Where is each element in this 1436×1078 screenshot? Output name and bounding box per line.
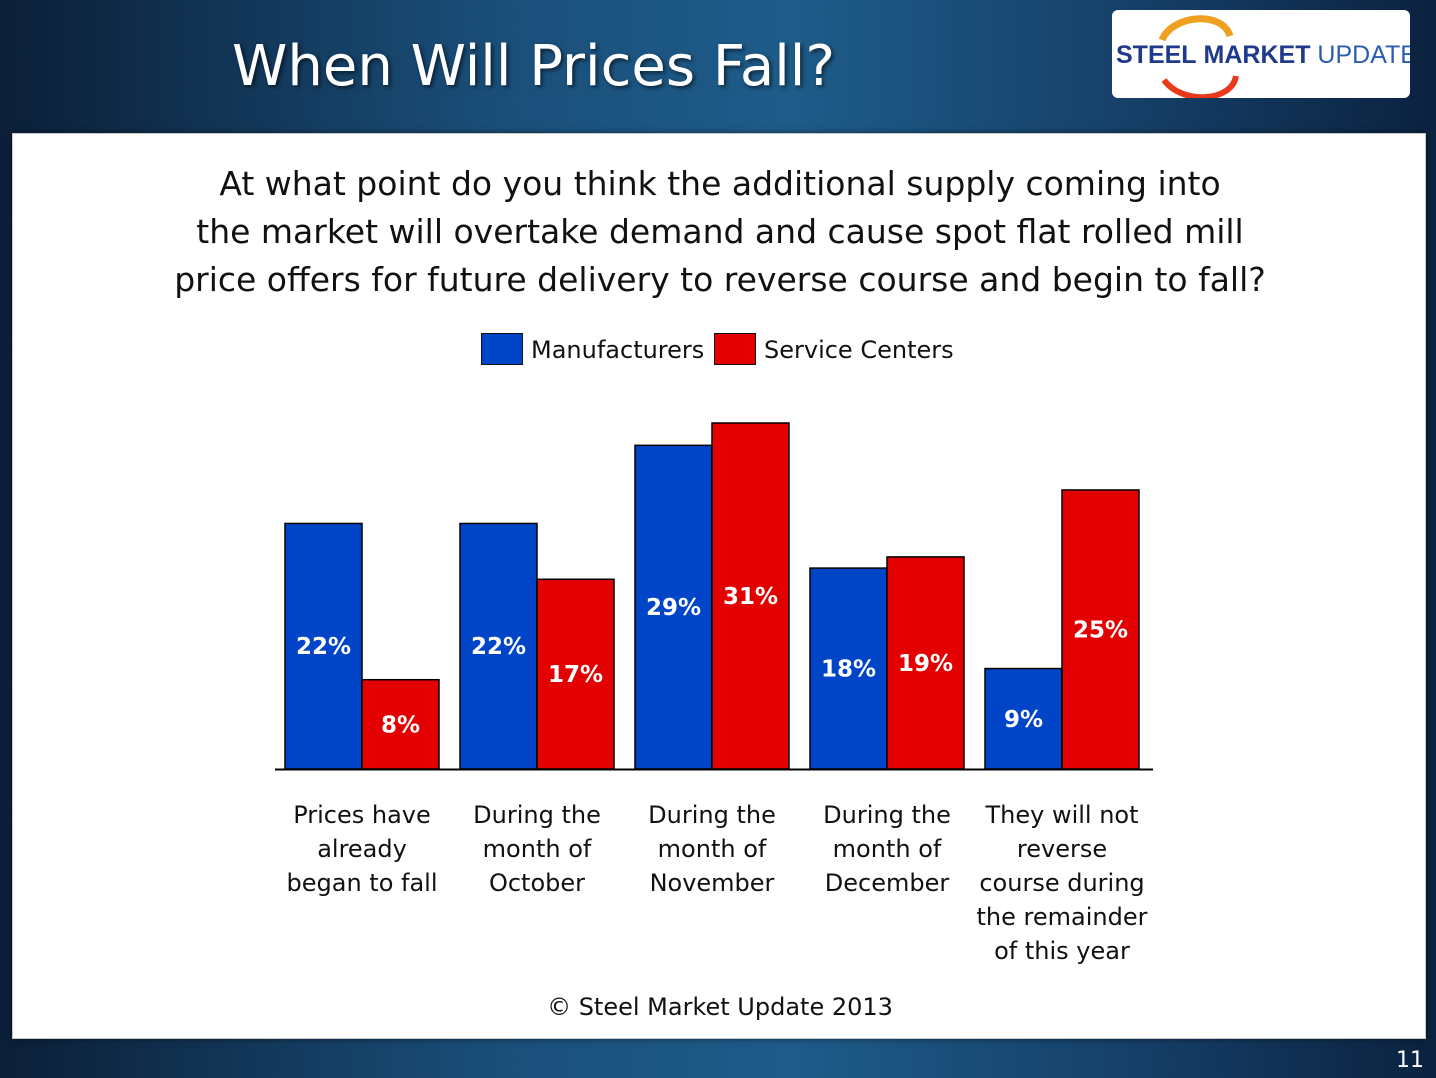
steel-market-update-logo: STEEL MARKET UPDATE — [1112, 10, 1410, 98]
legend-label-manufacturers: Manufacturers — [531, 336, 705, 364]
logo-word-update: UPDATE — [1317, 41, 1410, 69]
logo-word-market: MARKET — [1203, 41, 1311, 69]
logo-swoosh-icon — [1158, 15, 1239, 98]
category-label-line: October — [488, 869, 586, 897]
category-label-line: They will not — [985, 801, 1139, 829]
category-label-line: month of — [482, 835, 592, 863]
bar-manufacturers-2 — [634, 444, 713, 770]
bar-manufacturers-0 — [284, 522, 363, 770]
survey-question: At what point do you think the additiona… — [0, 160, 1436, 304]
category-label-line: Prices have — [293, 801, 431, 829]
bar-service-centers-2 — [711, 422, 790, 770]
category-label-4: They will not reverse course during the rem… — [972, 798, 1152, 968]
bar-service-centers-3 — [886, 556, 965, 770]
category-label-line: already — [317, 835, 407, 863]
category-label-line: November — [649, 869, 775, 897]
question-line: price offers for future delivery to reve… — [174, 260, 1266, 299]
category-label-line: reverse — [1016, 835, 1108, 863]
logo-word-steel: STEEL — [1116, 41, 1197, 69]
category-label-line: month of — [832, 835, 942, 863]
bar-service-centers-0 — [361, 678, 440, 770]
data-label-manufacturers-1: 22% — [471, 634, 526, 660]
category-label-1: During the month of October — [447, 798, 627, 900]
data-label-manufacturers-4: 9% — [1004, 707, 1043, 733]
data-label-service-centers-4: 25% — [1073, 617, 1128, 643]
copyright-footer: © Steel Market Update 2013 — [547, 993, 893, 1021]
category-label-line: December — [824, 869, 950, 897]
data-label-service-centers-3: 19% — [898, 651, 953, 677]
bar-service-centers-4 — [1061, 489, 1140, 770]
category-label-0: Prices have already began to fall — [272, 798, 452, 900]
category-label-line: During the — [473, 801, 601, 829]
category-label-line: of this year — [994, 937, 1130, 965]
category-label-line: course during — [979, 869, 1145, 897]
bar-manufacturers-4 — [984, 667, 1063, 770]
category-label-3: During the month of December — [797, 798, 977, 900]
data-label-service-centers-2: 31% — [723, 584, 778, 610]
question-line: At what point do you think the additiona… — [219, 164, 1221, 203]
category-label-line: During the — [648, 801, 776, 829]
question-line: the market will overtake demand and caus… — [196, 212, 1244, 251]
legend-swatch-service-centers — [714, 333, 756, 365]
slide-title: When Will Prices Fall? — [232, 34, 836, 99]
page-number: 11 — [1396, 1048, 1424, 1073]
data-label-service-centers-1: 17% — [548, 662, 603, 688]
legend-swatch-manufacturers — [481, 333, 523, 365]
data-label-service-centers-0: 8% — [381, 712, 420, 738]
data-label-manufacturers-2: 29% — [646, 595, 701, 621]
category-label-2: During the month of November — [622, 798, 802, 900]
logo-text: STEEL MARKET UPDATE — [1116, 40, 1410, 70]
category-label-line: began to fall — [286, 869, 438, 897]
category-label-line: the remainder — [976, 903, 1148, 931]
data-label-manufacturers-0: 22% — [296, 634, 351, 660]
bar-service-centers-1 — [536, 578, 615, 770]
bar-manufacturers-1 — [459, 522, 538, 770]
legend-label-service-centers: Service Centers — [764, 336, 954, 364]
data-label-manufacturers-3: 18% — [821, 657, 876, 683]
category-label-line: During the — [823, 801, 951, 829]
category-label-line: month of — [657, 835, 767, 863]
